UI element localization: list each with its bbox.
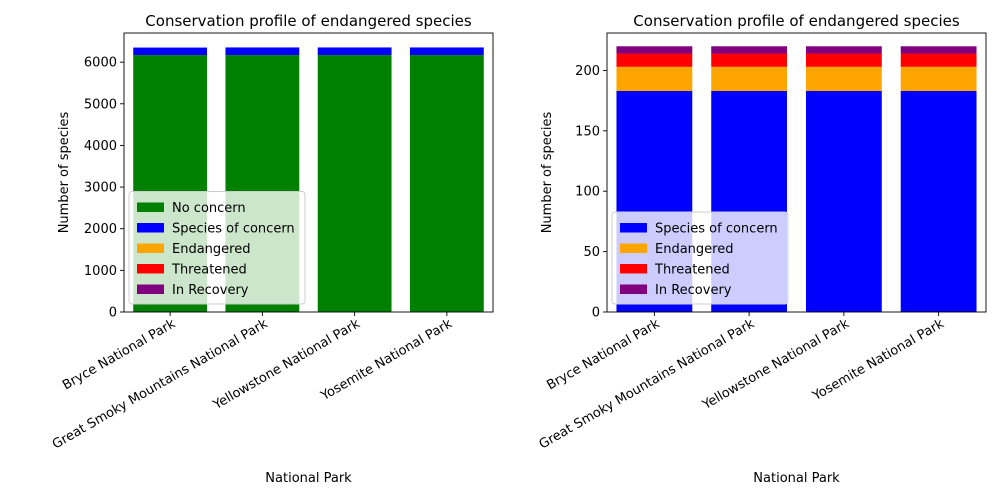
bar-threatened-bryce-national-park: [616, 53, 693, 67]
legend-label-endangered: Endangered: [172, 242, 250, 257]
legend-swatch-species-of-concern: [620, 223, 647, 233]
x-tick-label: Yellowstone National Park: [210, 316, 363, 413]
legend-box: [611, 211, 789, 305]
plot-frame: [123, 32, 494, 313]
bar-in-recovery-yosemite-national-park: [900, 46, 977, 54]
bar-endangered-great-smoky-mountains-national-park: [711, 66, 788, 91]
y-tick-label: 50: [583, 245, 600, 260]
bar-threatened-great-smoky-mountains-national-park: [711, 53, 788, 67]
legend: No concern Species of concern Endangered Th…: [128, 191, 306, 305]
legend-swatch-threatened: [137, 264, 164, 274]
legend-swatch-endangered: [137, 243, 164, 253]
bar-in-recovery-bryce-national-park: [616, 46, 693, 54]
legend-swatch-no-concern: [137, 202, 164, 212]
y-tick-label: 1000: [84, 264, 117, 279]
legend: Species of concern Endangered Threatened In…: [611, 211, 789, 305]
x-axis-label: National Park: [265, 471, 352, 486]
legend-label-threatened: Threatened: [654, 263, 730, 278]
bar-no-concern-yellowstone-national-park: [317, 55, 392, 312]
legend-label-species-of-concern: Species of concern: [172, 222, 295, 237]
legend-swatch-threatened: [620, 264, 647, 274]
y-tick-label: 100: [575, 185, 600, 200]
legend-label-species-of-concern: Species of concern: [655, 222, 778, 237]
y-tick-label: 3000: [84, 181, 117, 196]
y-tick-label: 0: [109, 306, 117, 321]
legend-label-no-concern: No concern: [172, 201, 246, 216]
y-tick-label: 150: [575, 124, 600, 139]
bar-endangered-bryce-national-park: [616, 66, 693, 91]
legend-label-in-recovery: In Recovery: [655, 283, 732, 298]
y-tick-label: 2000: [84, 222, 117, 237]
chart-title: Conservation profile of endangered speci…: [633, 12, 960, 30]
y-axis-label: Number of species: [540, 111, 555, 233]
bar-species-of-concern-yellowstone-national-park: [805, 90, 882, 312]
y-tick-label: 4000: [84, 139, 117, 154]
legend-label-threatened: Threatened: [171, 263, 247, 278]
bar-in-recovery-great-smoky-mountains-national-park: [711, 46, 788, 54]
legend-box: [128, 191, 306, 305]
bar-endangered-yellowstone-national-park: [805, 66, 882, 91]
x-tick-label: Yellowstone National Park: [699, 316, 852, 413]
legend-label-in-recovery: In Recovery: [172, 283, 249, 298]
bar-endangered-yosemite-national-park: [900, 66, 977, 91]
bar-species-of-concern-great-smoky-mountains-national-park: [225, 47, 300, 56]
y-tick-label: 5000: [84, 97, 117, 112]
bar-species-of-concern-yellowstone-national-park: [317, 47, 392, 56]
legend-swatch-in-recovery: [620, 284, 647, 294]
bar-species-of-concern-yosemite-national-park: [900, 90, 977, 312]
plot-frame: [606, 32, 987, 313]
y-tick-label: 6000: [84, 56, 117, 71]
bar-threatened-yellowstone-national-park: [805, 53, 882, 67]
legend-swatch-in-recovery: [137, 284, 164, 294]
y-tick-label: 0: [592, 306, 600, 321]
y-tick-label: 200: [575, 64, 600, 79]
bar-species-of-concern-yosemite-national-park: [409, 47, 484, 56]
bar-species-of-concern-bryce-national-park: [133, 47, 208, 56]
chart-title: Conservation profile of endangered speci…: [145, 12, 472, 30]
legend-swatch-species-of-concern: [137, 223, 164, 233]
legend-label-endangered: Endangered: [655, 242, 733, 257]
legend-swatch-endangered: [620, 243, 647, 253]
y-axis-label: Number of species: [57, 111, 72, 233]
bar-threatened-yosemite-national-park: [900, 53, 977, 67]
x-axis-label: National Park: [753, 471, 840, 486]
bar-no-concern-yosemite-national-park: [409, 55, 484, 312]
bar-in-recovery-yellowstone-national-park: [805, 46, 882, 54]
